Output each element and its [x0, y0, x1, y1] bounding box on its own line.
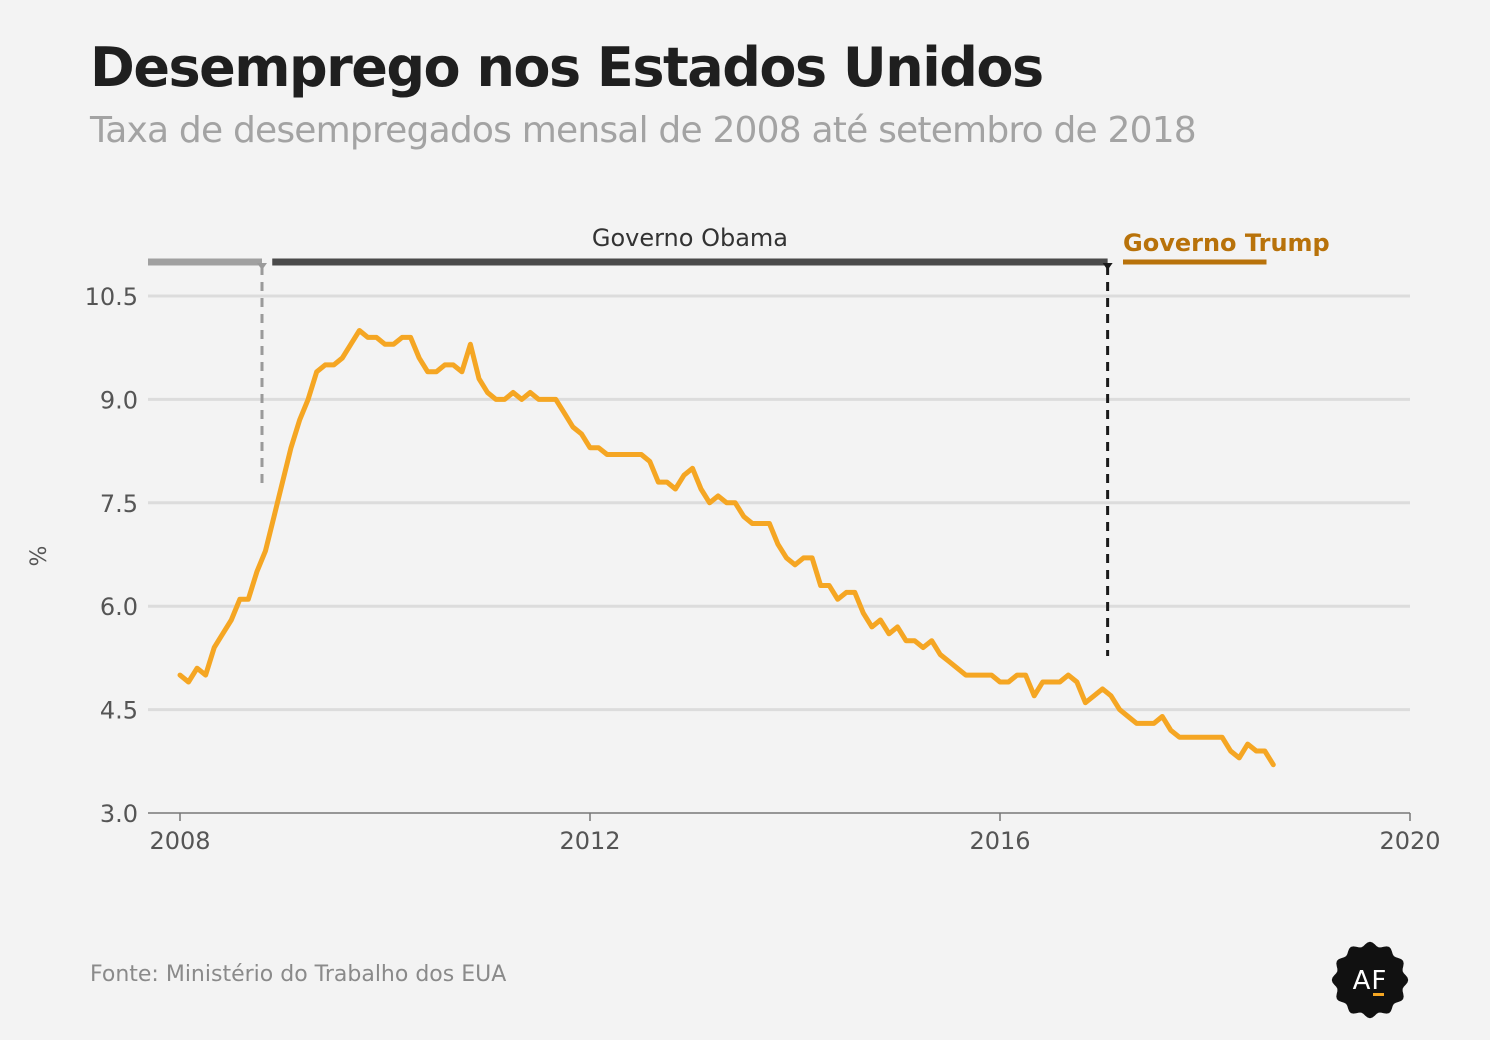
y-tick-label: 7.5 — [100, 490, 138, 518]
chart-subtitle: Taxa de desempregados mensal de 2008 até… — [90, 110, 1197, 151]
trump-period-label: Governo Trump — [1123, 229, 1330, 257]
x-tick-label: 2008 — [149, 827, 210, 855]
y-axis-label: % — [27, 546, 52, 567]
chart-title: Desemprego nos Estados Unidos — [90, 36, 1044, 99]
x-tick-label: 2012 — [559, 827, 620, 855]
y-tick-label: 4.5 — [100, 697, 138, 725]
obama-period-label: Governo Obama — [592, 224, 788, 252]
trump-start-marker — [1102, 263, 1113, 270]
source-note: Fonte: Ministério do Trabalho dos EUA — [90, 962, 507, 987]
y-tick-label: 9.0 — [100, 386, 138, 414]
af-logo: AF — [1331, 941, 1409, 1019]
obama-start-marker — [257, 263, 267, 270]
x-tick-label: 2020 — [1379, 827, 1440, 855]
x-tick-label: 2016 — [969, 827, 1030, 855]
y-tick-label: 10.5 — [85, 283, 138, 311]
svg-text:AF: AF — [1353, 966, 1388, 996]
unemployment-line — [177, 328, 1276, 768]
y-tick-label: 6.0 — [100, 593, 138, 621]
y-tick-label: 3.0 — [100, 800, 138, 828]
